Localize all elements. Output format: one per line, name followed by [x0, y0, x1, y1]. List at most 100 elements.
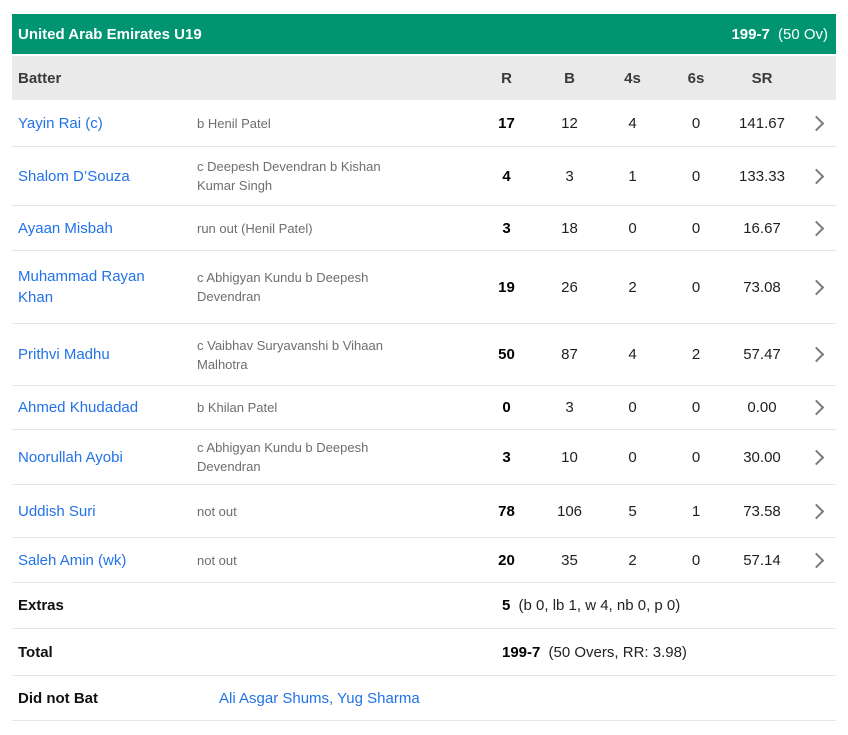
- batter-row[interactable]: Shalom D’Souza c Deepesh Devendran b Kis…: [12, 147, 836, 206]
- team-header-bar: United Arab Emirates U19 199-7 (50 Ov): [12, 14, 836, 54]
- fours-value: 2: [628, 551, 637, 569]
- runs-value: 3: [502, 448, 511, 466]
- dismissal-text: not out: [197, 503, 237, 519]
- fours-value: 4: [628, 346, 637, 363]
- batter-row[interactable]: Noorullah Ayobi c Abhigyan Kundu b Deepe…: [12, 430, 836, 485]
- chevron-right-icon[interactable]: [808, 115, 824, 131]
- batter-name-link[interactable]: Saleh Amin (wk): [12, 550, 195, 571]
- fours-value: 1: [628, 167, 637, 185]
- batter-name-text: Yayin Rai (c): [18, 114, 103, 132]
- batter-name-link[interactable]: Prithvi Madhu: [12, 344, 195, 365]
- batter-name-text: Muhammad Rayan Khan: [18, 268, 145, 306]
- team-score-overs: (50 Ov): [777, 25, 828, 43]
- strike-rate-value: 141.67: [739, 114, 785, 132]
- did-not-bat-players-link[interactable]: Ali Asgar Shums, Yug Sharma: [219, 689, 420, 707]
- chevron-right-icon[interactable]: [808, 168, 824, 184]
- batter-row[interactable]: Ayaan Misbah run out (Henil Patel) 3 18 …: [12, 206, 836, 251]
- strike-rate-value: 73.58: [743, 502, 781, 520]
- strike-rate-value: 57.14: [743, 551, 781, 569]
- batter-name-text: Shalom D’Souza: [18, 167, 130, 185]
- team-score: 199-7 (50 Ov): [731, 26, 828, 43]
- balls-value: 35: [561, 551, 578, 569]
- column-header-sixes: 6s: [687, 69, 705, 87]
- chevron-right-icon[interactable]: [808, 552, 824, 568]
- balls-value: 18: [561, 219, 578, 237]
- column-header-fours: 4s: [624, 69, 641, 87]
- chevron-right-icon[interactable]: [808, 279, 824, 295]
- strike-rate-value: 0.00: [747, 399, 777, 416]
- runs-value: 3: [502, 219, 511, 237]
- fours-value: 0: [628, 448, 637, 466]
- table-header-row: Batter R B 4s 6s SR: [12, 56, 836, 100]
- batter-name-link[interactable]: Noorullah Ayobi: [12, 447, 195, 468]
- extras-label: Extras: [18, 597, 64, 614]
- runs-value: 19: [498, 278, 515, 296]
- balls-value: 26: [561, 278, 578, 296]
- sixes-value: 0: [691, 399, 701, 416]
- batter-row[interactable]: Saleh Amin (wk) not out 20 35 2 0 57.14: [12, 538, 836, 583]
- column-header-runs: R: [501, 69, 512, 87]
- dismissal-text: b Henil Patel: [197, 115, 271, 131]
- chevron-right-icon[interactable]: [808, 346, 824, 363]
- batter-name-link[interactable]: Shalom D’Souza: [12, 166, 195, 187]
- total-value: 199-7 (50 Overs, RR: 3.98): [502, 644, 687, 661]
- fours-value: 4: [628, 114, 637, 132]
- runs-value: 20: [498, 551, 515, 569]
- runs-value: 0: [502, 399, 511, 416]
- batter-name-link[interactable]: Ayaan Misbah: [12, 218, 195, 239]
- balls-value: 87: [561, 346, 578, 363]
- batter-row[interactable]: Uddish Suri not out 78 106 5 1 73.58: [12, 485, 836, 538]
- total-label: Total: [18, 643, 53, 661]
- balls-value: 106: [556, 502, 583, 520]
- balls-value: 3: [565, 399, 574, 416]
- strike-rate-value: 73.08: [743, 278, 781, 296]
- sixes-value: 0: [691, 278, 701, 296]
- fours-value: 5: [628, 502, 637, 520]
- fours-value: 0: [628, 399, 637, 416]
- batter-name-link[interactable]: Muhammad Rayan Khan: [12, 266, 195, 308]
- extras-total: 5: [502, 597, 511, 614]
- batter-row[interactable]: Yayin Rai (c) b Henil Patel 17 12 4 0 14…: [12, 100, 836, 147]
- team-name: United Arab Emirates U19: [18, 25, 202, 43]
- column-header-strike-rate: SR: [751, 69, 773, 87]
- dismissal-text: not out: [197, 552, 237, 568]
- strike-rate-value: 16.67: [743, 219, 781, 237]
- runs-value: 17: [498, 114, 515, 132]
- batter-name-link[interactable]: Yayin Rai (c): [12, 113, 195, 134]
- dismissal-text: run out (Henil Patel): [197, 220, 313, 236]
- total-detail: (50 Overs, RR: 3.98): [548, 643, 687, 661]
- batter-name-text: Saleh Amin (wk): [18, 551, 127, 569]
- chevron-right-icon[interactable]: [808, 220, 824, 236]
- strike-rate-value: 57.47: [743, 346, 781, 363]
- batter-name-link[interactable]: Uddish Suri: [12, 501, 195, 522]
- balls-value: 10: [561, 448, 578, 466]
- dismissal-text: c Abhigyan Kundu b Deepesh Devendran: [197, 270, 369, 304]
- batter-name-text: Uddish Suri: [18, 502, 96, 520]
- dismissal-text: c Vaibhav Suryavanshi b Vihaan Malhotra: [197, 337, 383, 372]
- batter-name-text: Ayaan Misbah: [18, 219, 113, 237]
- batter-row[interactable]: Ahmed Khudadad b Khilan Patel 0 3 0 0 0.…: [12, 386, 836, 430]
- strike-rate-value: 30.00: [743, 448, 781, 466]
- total-score: 199-7: [502, 643, 541, 661]
- sixes-value: 0: [691, 448, 701, 466]
- dismissal-text: b Khilan Patel: [197, 400, 278, 415]
- extras-breakdown: (b 0, lb 1, w 4, nb 0, p 0): [518, 597, 681, 614]
- column-header-balls: B: [564, 69, 575, 87]
- total-row: Total 199-7 (50 Overs, RR: 3.98): [12, 629, 836, 676]
- fours-value: 2: [628, 278, 637, 296]
- sixes-value: 2: [691, 346, 701, 363]
- chevron-right-icon[interactable]: [808, 503, 824, 519]
- scorecard: United Arab Emirates U19 199-7 (50 Ov) B…: [12, 14, 836, 721]
- balls-value: 3: [565, 167, 574, 185]
- batter-row[interactable]: Muhammad Rayan Khan c Abhigyan Kundu b D…: [12, 251, 836, 324]
- batter-name-link[interactable]: Ahmed Khudadad: [12, 397, 195, 418]
- batter-name-text: Prithvi Madhu: [18, 346, 110, 363]
- chevron-right-icon[interactable]: [808, 399, 824, 416]
- batter-name-text: Ahmed Khudadad: [18, 399, 139, 416]
- batter-row[interactable]: Prithvi Madhu c Vaibhav Suryavanshi b Vi…: [12, 324, 836, 386]
- sixes-value: 1: [691, 502, 701, 520]
- runs-value: 50: [498, 346, 515, 363]
- sixes-value: 0: [691, 219, 701, 237]
- chevron-right-icon[interactable]: [808, 449, 824, 465]
- extras-value: 5 (b 0, lb 1, w 4, nb 0, p 0): [502, 597, 680, 614]
